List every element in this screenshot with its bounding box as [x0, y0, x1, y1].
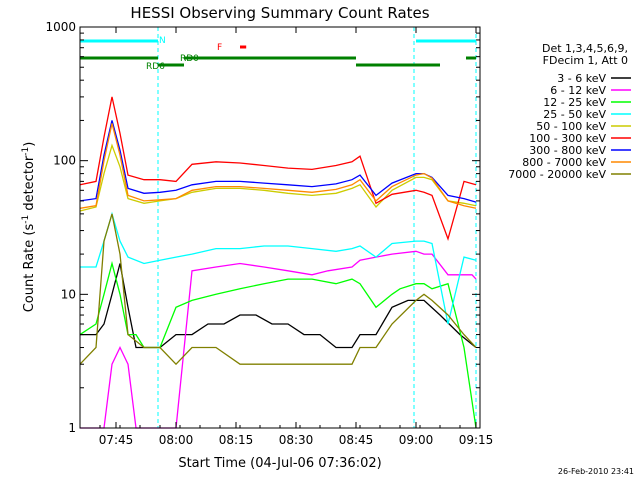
x-tick-label-2: 08:15	[219, 433, 254, 447]
series-line-8	[79, 213, 477, 366]
legend-label-5: 100 - 300 keV	[529, 132, 606, 145]
y-axis: 1 10 100 1000	[45, 20, 480, 435]
legend-label-8: 7000 - 20000 keV	[508, 168, 606, 181]
legend-header-0: Det 1,3,4,5,6,9,	[542, 42, 628, 55]
x-axis: 07:45 08:00 08:15 08:30 08:45 09:00 09:15	[79, 27, 494, 447]
x-tick-label-3: 08:30	[279, 433, 314, 447]
x-tick-label-0: 07:45	[99, 433, 134, 447]
legend-label-7: 800 - 7000 keV	[522, 156, 606, 169]
timestamp: 26-Feb-2010 23:41	[558, 467, 634, 476]
legend-label-6: 300 - 800 keV	[529, 144, 606, 157]
legend-label-0: 3 - 6 keV	[557, 72, 606, 85]
y-tick-label-2: 100	[53, 154, 76, 168]
flag-label-RD6: RD6	[146, 62, 165, 72]
flag-label-N: N	[159, 36, 166, 46]
series-line-5	[79, 96, 477, 242]
y-tick-label-0: 1	[68, 421, 76, 435]
legend-label-1: 6 - 12 keV	[550, 84, 606, 97]
series-line-2	[79, 260, 477, 429]
legend-label-2: 12 - 25 keV	[543, 96, 606, 109]
series-line-1	[80, 250, 477, 429]
legend: Det 1,3,4,5,6,9,FDecim 1, Att 0 3 - 6 keV…	[508, 42, 631, 181]
legend-label-3: 25 - 50 keV	[543, 108, 606, 121]
x-tick-label-4: 08:45	[339, 433, 374, 447]
series-line-4	[79, 143, 477, 212]
y-tick-label-3: 1000	[45, 20, 76, 34]
series-line-3	[80, 211, 477, 325]
flag-label-RD0: RD0	[180, 54, 199, 64]
legend-label-4: 50 - 100 keV	[536, 120, 606, 133]
x-tick-label-5: 09:00	[399, 433, 434, 447]
series-line-0	[80, 263, 477, 349]
legend-header-1: FDecim 1, Att 0	[543, 54, 628, 67]
y-tick-label-1: 10	[61, 287, 76, 301]
y-axis-label: Count Rate (s-1 detector-1)	[21, 142, 37, 313]
chart-title: HESSI Observing Summary Count Rates	[130, 4, 429, 22]
flag-label-F: F	[217, 43, 222, 53]
x-tick-label-1: 08:00	[159, 433, 194, 447]
series-line-7	[79, 123, 477, 209]
plot-area	[157, 27, 477, 428]
series-layer	[79, 96, 477, 429]
x-tick-label-6: 09:15	[459, 433, 494, 447]
flag-bars: N F RD0 RD6	[80, 36, 476, 72]
x-axis-label: Start Time (04-Jul-06 07:36:02)	[178, 456, 381, 471]
